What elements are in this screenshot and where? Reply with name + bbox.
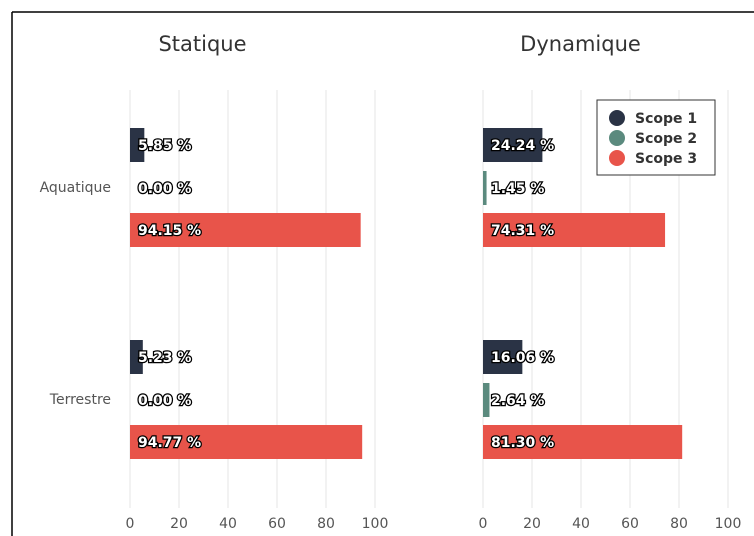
chart-title: Statique xyxy=(158,32,246,56)
bar xyxy=(483,383,490,417)
bar xyxy=(130,425,363,459)
value-label: 5.85 % xyxy=(138,138,191,154)
legend-marker xyxy=(609,110,625,126)
value-label: 0.00 % xyxy=(138,181,191,197)
x-tick-label: 0 xyxy=(479,516,488,532)
bar xyxy=(130,213,361,247)
value-label: 81.30 % xyxy=(491,435,554,451)
legend-label: Scope 2 xyxy=(635,131,697,147)
x-tick-label: 20 xyxy=(170,516,188,532)
value-label: 74.31 % xyxy=(491,223,554,239)
legend-marker xyxy=(609,130,625,146)
legend-label: Scope 3 xyxy=(635,151,697,167)
bar xyxy=(130,128,145,162)
bar xyxy=(483,213,666,247)
value-label: 1.45 % xyxy=(491,181,544,197)
value-label: 24.24 % xyxy=(491,138,554,154)
chart-title: Dynamique xyxy=(520,32,641,56)
bar xyxy=(130,340,143,374)
value-label: 5.23 % xyxy=(138,350,191,366)
legend-label: Scope 1 xyxy=(635,111,697,127)
x-tick-label: 80 xyxy=(670,516,688,532)
value-label: 16.06 % xyxy=(491,350,554,366)
value-label: 2.64 % xyxy=(491,393,544,409)
value-label: 94.15 % xyxy=(138,223,201,239)
bar xyxy=(483,128,543,162)
x-tick-label: 40 xyxy=(572,516,590,532)
legend-marker xyxy=(609,150,625,166)
x-tick-label: 100 xyxy=(715,516,742,532)
bar xyxy=(483,171,487,205)
x-tick-label: 80 xyxy=(317,516,335,532)
y-tick-label: Aquatique xyxy=(40,180,111,196)
x-tick-label: 60 xyxy=(268,516,286,532)
x-tick-label: 0 xyxy=(126,516,135,532)
x-tick-label: 40 xyxy=(219,516,237,532)
value-label: 0.00 % xyxy=(138,393,191,409)
x-tick-label: 60 xyxy=(621,516,639,532)
x-tick-label: 20 xyxy=(523,516,541,532)
y-tick-label: Terrestre xyxy=(49,392,111,408)
x-tick-label: 100 xyxy=(362,516,389,532)
bar xyxy=(483,340,523,374)
value-label: 94.77 % xyxy=(138,435,201,451)
bar xyxy=(483,425,683,459)
